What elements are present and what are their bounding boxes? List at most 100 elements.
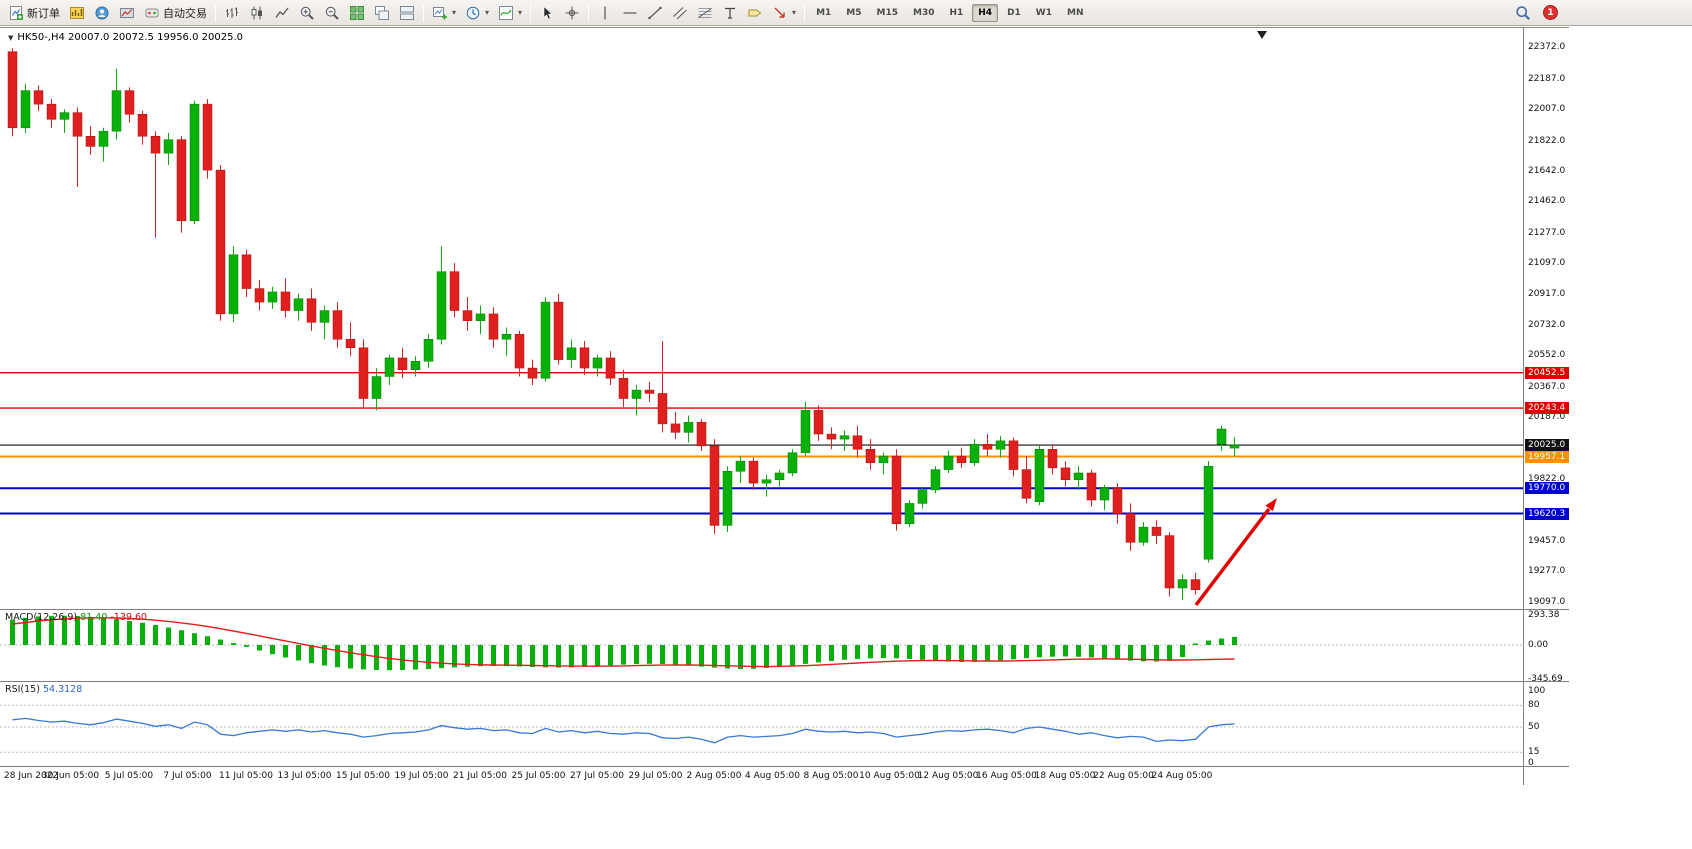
timeframe-h1-button[interactable]: H1 xyxy=(949,7,964,18)
navigator-button[interactable] xyxy=(90,2,114,24)
macd-name: MACD(12,26,9) xyxy=(5,612,78,623)
auto-trading-button-label: 自动交易 xyxy=(163,6,207,20)
price-tick-label: 19457.0 xyxy=(1528,535,1566,546)
price-tick-label: 20187.0 xyxy=(1528,412,1566,423)
date-label: 5 Jul 05:00 xyxy=(104,771,154,781)
hline-icon xyxy=(623,11,637,14)
toolbar-separator xyxy=(804,3,806,22)
time-axis[interactable]: 28 Jun 2022 30 Jun 05:00 5 Jul 05:00 7 Jul … xyxy=(0,767,1523,786)
new-chart-button[interactable]: ▾ xyxy=(428,2,460,24)
date-label: 13 Jul 05:00 xyxy=(277,771,332,781)
date-label: 7 Jul 05:00 xyxy=(163,771,212,781)
new-order-icon xyxy=(10,5,23,20)
rsi-pane[interactable] xyxy=(0,682,1523,766)
vline-button[interactable] xyxy=(593,2,617,24)
price-tick-label: 22372.0 xyxy=(1528,42,1566,53)
market-watch-icon xyxy=(70,6,84,19)
macd-pane[interactable] xyxy=(0,610,1523,681)
rsi-axis-label: 50 xyxy=(1528,721,1540,732)
macd-main-value: 81.40 xyxy=(80,612,108,623)
date-label: 19 Jul 05:00 xyxy=(394,771,449,781)
candlestick-button[interactable] xyxy=(245,2,269,24)
date-label: 28 Jun 2022 xyxy=(4,771,59,781)
price-line-badge: 20452.5 xyxy=(1525,366,1569,379)
zoom-out-icon xyxy=(325,6,339,20)
macd-axis-label: 293.38 xyxy=(1528,610,1560,621)
arrows-button[interactable]: ▾ xyxy=(768,2,800,24)
timeframe-mn-button[interactable]: MN xyxy=(1067,7,1084,18)
rsi-label: RSI(15) 54.3128 xyxy=(5,684,82,695)
label-button[interactable] xyxy=(743,2,767,24)
timeframe-h4-button[interactable]: H4 xyxy=(972,3,999,22)
new-order-button-label: 新订单 xyxy=(27,6,60,20)
chart-menu-caret-icon[interactable]: ▼ xyxy=(8,33,14,42)
rsi-value: 54.3128 xyxy=(42,684,83,695)
timeframe-m30-button[interactable]: M30 xyxy=(912,7,935,18)
time-icon xyxy=(466,6,480,19)
cascade-button[interactable] xyxy=(370,2,394,24)
main-chart-pane[interactable] xyxy=(0,29,1523,609)
horizontal-price-lines[interactable] xyxy=(0,372,1523,515)
terminal-button[interactable] xyxy=(115,2,139,24)
toolbar-separator xyxy=(423,3,424,22)
chart-shift-marker-icon[interactable] xyxy=(1257,31,1267,39)
price-axis[interactable]: 22372.0 22187.0 22007.0 21822.0 21642.0 21462… xyxy=(1523,28,1569,785)
indicators-button[interactable]: ▾ xyxy=(494,2,526,24)
search-button[interactable] xyxy=(1511,2,1535,24)
trendline-button[interactable] xyxy=(643,2,667,24)
text-button[interactable] xyxy=(718,2,742,24)
notification-badge[interactable]: 1 xyxy=(1543,5,1558,20)
dropdown-caret-icon[interactable]: ▾ xyxy=(518,8,523,17)
crosshair-button[interactable] xyxy=(560,2,584,24)
trend-arrow-annotation[interactable] xyxy=(1194,498,1277,607)
cursor-button[interactable] xyxy=(535,2,559,24)
hline-button[interactable] xyxy=(618,2,642,24)
fibo-button[interactable] xyxy=(693,2,717,24)
new-order-button[interactable]: 新订单 xyxy=(4,2,64,24)
timeframe-d1-button[interactable]: D1 xyxy=(1007,7,1021,18)
timeframe-m1-button[interactable]: M1 xyxy=(816,7,832,18)
pane-separator[interactable] xyxy=(0,681,1569,682)
market-watch-button[interactable] xyxy=(65,2,89,24)
search-icon xyxy=(1516,5,1530,20)
dropdown-caret-icon[interactable]: ▾ xyxy=(452,8,457,17)
date-label: 18 Aug 05:00 xyxy=(1034,771,1096,781)
pane-separator[interactable] xyxy=(0,609,1569,610)
toolbar: 新订单 自动交易 ▾ ▾ ▾ ▾ M1 M5 M15 M30 H1 H4 D1 W1 MN 1 xyxy=(0,0,1692,26)
timeframe-w1-button[interactable]: W1 xyxy=(1035,7,1052,18)
date-label: 25 Jul 05:00 xyxy=(511,771,566,781)
timeframe-m5-button[interactable]: M5 xyxy=(846,7,862,18)
line-chart-button[interactable] xyxy=(270,2,294,24)
price-tick-label: 21097.0 xyxy=(1528,258,1566,269)
timeframe-m15-button[interactable]: M15 xyxy=(876,7,898,18)
chart-window: ▼ HK50-,H4 20007.0 20072.5 19956.0 20025… xyxy=(0,27,1569,785)
channel-icon xyxy=(673,6,687,19)
zoom-in-button[interactable] xyxy=(295,2,319,24)
channel-button[interactable] xyxy=(668,2,692,24)
time-button[interactable]: ▾ xyxy=(461,2,493,24)
arrange-button[interactable] xyxy=(395,2,419,24)
macd-histogram xyxy=(10,615,1237,671)
line-chart-icon xyxy=(275,7,289,18)
rsi-axis-label: 80 xyxy=(1528,699,1540,710)
pane-separator[interactable] xyxy=(0,766,1569,767)
bar-chart-icon xyxy=(226,7,238,18)
toolbar-separator xyxy=(215,3,216,22)
rsi-name: RSI(15) xyxy=(5,684,40,695)
price-tick-label: 22007.0 xyxy=(1528,104,1566,115)
text-icon xyxy=(725,7,736,19)
candlestick-series xyxy=(7,48,1240,600)
date-label: 4 Aug 05:00 xyxy=(745,771,800,781)
terminal-icon xyxy=(120,7,134,18)
toolbar-right-group: 1 xyxy=(1511,2,1688,24)
price-tick-label: 21277.0 xyxy=(1528,227,1566,238)
date-label: 22 Aug 05:00 xyxy=(1093,771,1154,781)
toolbar-separator xyxy=(530,3,532,22)
auto-trading-button[interactable]: 自动交易 xyxy=(140,2,211,24)
zoom-out-button[interactable] xyxy=(320,2,344,24)
tile-windows-button[interactable] xyxy=(345,2,369,24)
dropdown-caret-icon[interactable]: ▾ xyxy=(792,8,797,17)
bar-chart-button[interactable] xyxy=(220,2,244,24)
new-chart-icon xyxy=(433,6,447,19)
dropdown-caret-icon[interactable]: ▾ xyxy=(485,8,490,17)
